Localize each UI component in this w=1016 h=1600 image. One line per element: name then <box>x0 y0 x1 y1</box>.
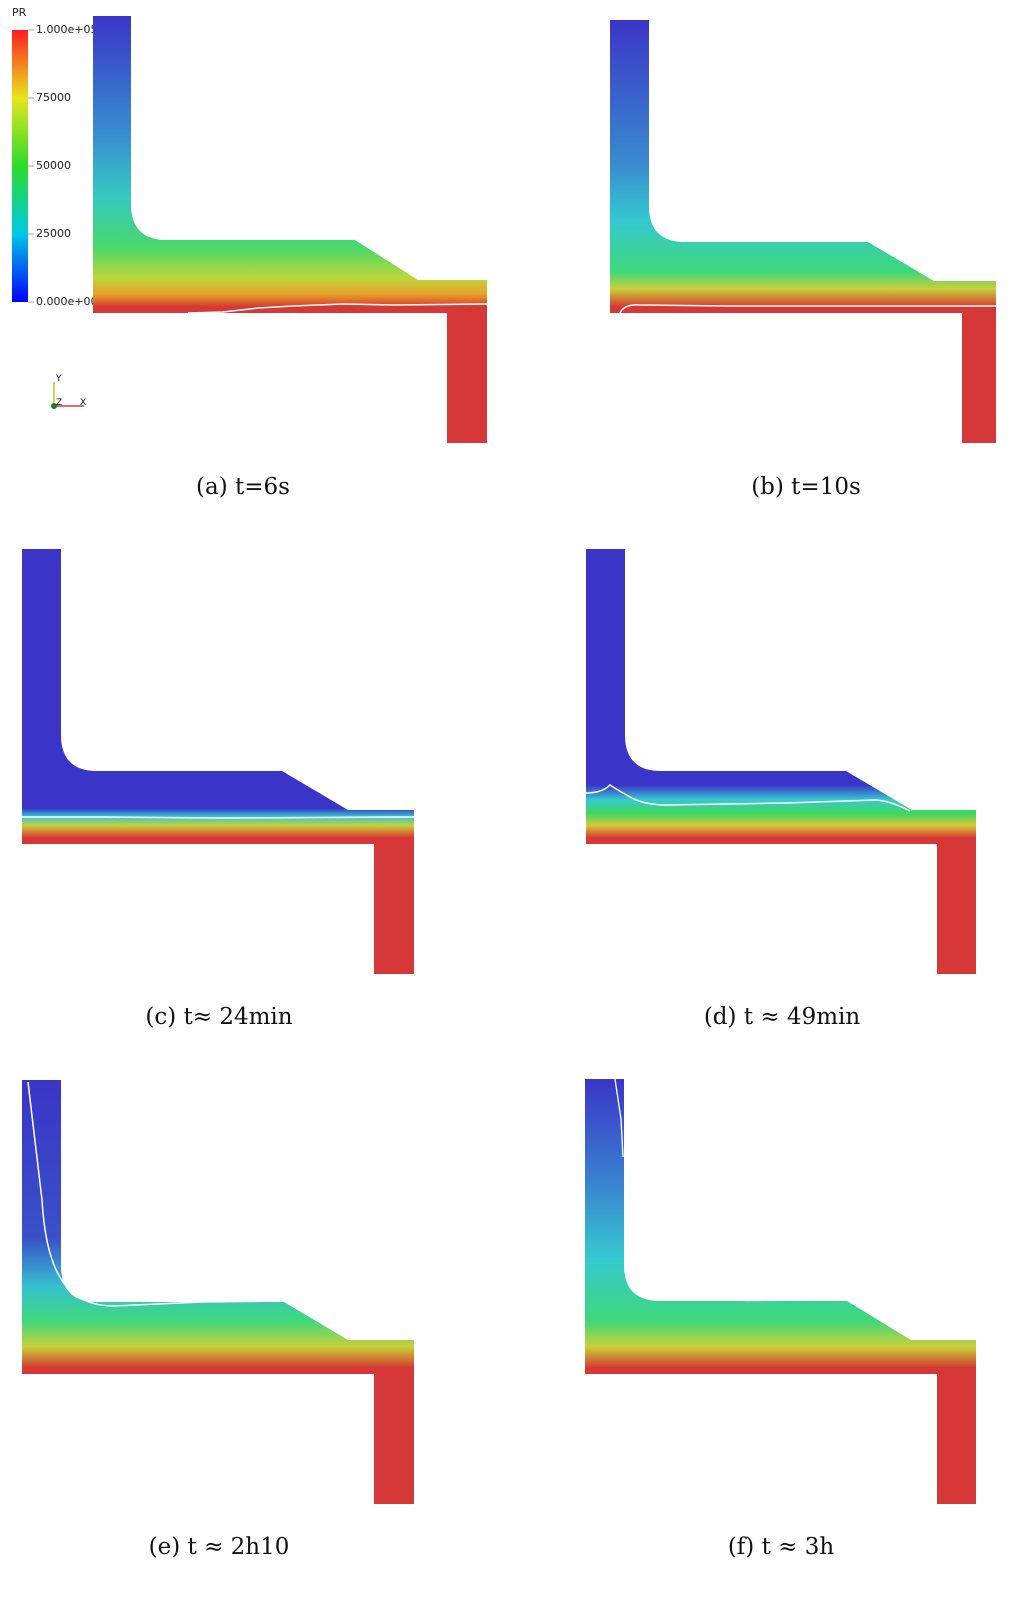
axes-triad: Y Z X <box>40 370 100 420</box>
panel-e-caption: (e) t ≈ 2h10 <box>148 1534 290 1560</box>
panel-a-plot <box>93 16 488 443</box>
axis-z-label: Z <box>56 398 63 408</box>
panel-e <box>22 1080 414 1504</box>
colorbar-legend: PR 1.000e+05 75000 50000 25000 0.000e+00 <box>0 0 100 320</box>
panel-b-plot <box>610 20 996 443</box>
axis-y-label: Y <box>56 374 62 384</box>
legend-tick-max: 1.000e+05 <box>36 23 98 36</box>
legend-tick-50000: 50000 <box>36 159 71 172</box>
legend-tick-25000: 25000 <box>36 227 71 240</box>
axis-x-label: X <box>80 398 87 408</box>
panel-f <box>585 1078 976 1504</box>
panel-c <box>22 549 415 975</box>
panel-e-plot <box>22 1080 414 1504</box>
panel-d-caption: (d) t ≈ 49min <box>703 1004 861 1030</box>
panel-b <box>610 20 996 446</box>
legend-tick-75000: 75000 <box>36 91 71 104</box>
axes-triad-icon <box>51 382 84 409</box>
panel-f-caption: (f) t ≈ 3h <box>727 1534 835 1560</box>
colorbar <box>12 29 34 303</box>
panel-c-plot <box>22 549 415 974</box>
legend-tick-min: 0.000e+00 <box>36 295 98 308</box>
panel-f-plot <box>585 1078 976 1504</box>
panel-d-plot <box>585 549 976 974</box>
legend-title: PR <box>12 6 27 19</box>
panel-c-caption: (c) t≈ 24min <box>145 1004 293 1030</box>
panel-a <box>93 16 488 446</box>
panel-b-caption: (b) t=10s <box>751 474 861 500</box>
panel-d <box>585 549 976 975</box>
panel-a-caption: (a) t=6s <box>196 474 290 500</box>
